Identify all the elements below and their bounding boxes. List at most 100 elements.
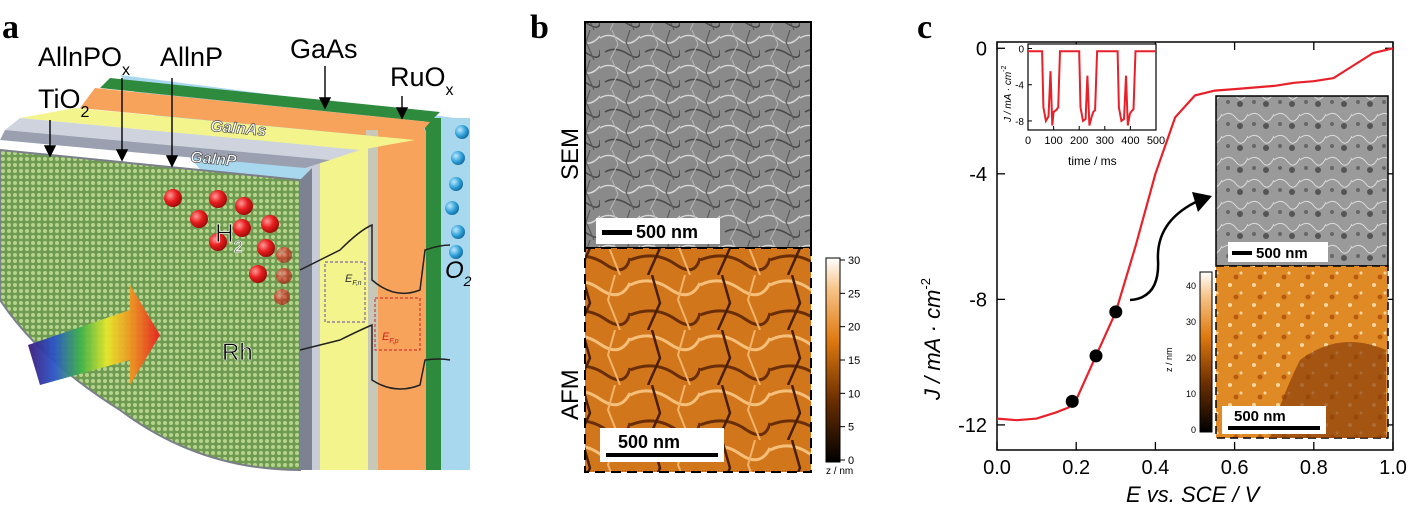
afm-colorbar-unit: z / nm [826, 466, 853, 477]
allnp-label: AllnP [160, 42, 223, 72]
gaas-top [100, 78, 440, 122]
colorbar-tick-label: 15 [848, 355, 860, 367]
h2-bubbles [164, 189, 292, 305]
allnpo-label: AllnPOx [38, 42, 130, 79]
y-tick-label: -8 [969, 289, 987, 311]
galnas-top [80, 88, 430, 140]
panel-a: a EF,n EF,p GaInAs GaInP [0, 9, 472, 472]
galnas-label: GaInAs [210, 118, 267, 140]
sem-label: SEM [557, 128, 584, 180]
galnas-front [378, 130, 426, 470]
allnp-top [5, 118, 360, 160]
y-tick-label: -12 [958, 415, 987, 437]
inset-afm-scalebar-label: 500 nm [1234, 408, 1286, 425]
band-diagram-cb [299, 223, 451, 295]
y-tick-label: -4 [969, 164, 987, 186]
efp-label: EF,p [382, 331, 399, 345]
o2-bubbles [445, 125, 469, 259]
colorbar-tick-label: 20 [848, 322, 860, 334]
sem-image [584, 21, 812, 249]
rh-surface [0, 148, 301, 472]
inset-colorbar-tick-label: 0 [1191, 425, 1196, 435]
afm-scalebar-label: 500 nm [618, 432, 680, 452]
main-plot-frame [996, 41, 1394, 451]
h2-label: H2 [215, 218, 243, 256]
tio2-side [300, 168, 312, 470]
inset-transient-axes: 0 100 200 300 400 500 0 -4 -8 [1015, 45, 1165, 147]
x-tick-label: 0.6 [1221, 457, 1249, 479]
inset-colorbar-tick-label: 30 [1186, 317, 1196, 327]
colorbar-tick-label: 10 [848, 388, 860, 400]
pointer-arrow-head [1192, 192, 1212, 212]
gaas-label: GaAs [290, 34, 358, 64]
inset-afm-colorbar-unit: z / nm [1164, 347, 1174, 372]
inset-x-tick-label: 200 [1070, 135, 1088, 147]
x-tick-label: 0.2 [1062, 457, 1090, 479]
sem-scalebar-label: 500 nm [636, 222, 698, 242]
jv-marker [1089, 349, 1103, 363]
jv-marker [1109, 305, 1123, 319]
rh-label: Rh [222, 339, 253, 366]
efn-box [324, 261, 366, 323]
inset-afm-colorbar-ticks: 40 30 20 10 0 [1186, 281, 1196, 435]
inset-y-tick-label: -8 [1015, 117, 1024, 128]
jv-curve [996, 47, 1394, 422]
afm-scalebar [606, 453, 718, 457]
colorbar-tick-label: 25 [848, 288, 860, 300]
colorbar-tick-label: 30 [848, 255, 860, 267]
panel-c: c 0.0 0.2 0.4 0.6 0.8 1.0 0 -4 -8 -12 J / mA · cm… [917, 9, 1407, 507]
inset-colorbar-tick-label: 20 [1186, 353, 1196, 363]
pointer-arrow [1129, 198, 1201, 302]
afm-colorbar-ticks: 30 25 20 15 10 5 0 [840, 255, 860, 467]
x-tick-label: 0.0 [983, 457, 1011, 479]
ruox-front [440, 118, 470, 470]
inset-x-tick-label: 100 [1044, 135, 1062, 147]
afm-label: AFM [557, 369, 584, 420]
inset-x-tick-label: 400 [1121, 135, 1139, 147]
panel-c-letter: c [917, 9, 932, 46]
galnp-label: GaInP [190, 149, 238, 170]
tio2-top [0, 130, 330, 168]
panel-a-letter: a [2, 9, 19, 46]
o2-label: O2 [445, 257, 472, 289]
tio2-label: TiO2 [38, 84, 90, 121]
x-tick-label: 0.4 [1141, 457, 1169, 479]
inset-x-tick-label: 300 [1096, 135, 1114, 147]
inset-y-tick-label: 0 [1018, 45, 1024, 56]
efp-box [374, 297, 421, 351]
inset-sem-image [1215, 95, 1389, 267]
tunnel-layer [366, 130, 378, 470]
light-arrow [28, 285, 160, 385]
jv-marker [1065, 394, 1079, 408]
band-diagram-vb [299, 323, 451, 390]
colorbar-tick-label: 0 [848, 455, 854, 467]
main-xlabel: E vs. SCE / V [1126, 482, 1262, 507]
jv-markers [1065, 305, 1123, 408]
x-tick-label: 0.8 [1300, 457, 1328, 479]
galnp-top [20, 108, 415, 150]
galnp-front [318, 140, 368, 470]
panel-b: b SEM AFM 500 nm 500 nm 30 25 20 15 10 5 0 z /… [530, 9, 860, 477]
x-tick-label: 1.0 [1379, 457, 1407, 479]
main-ylabel: J / mA · cm-2 [918, 278, 945, 401]
inset-ylabel: J / mA · cm-2 [1001, 65, 1014, 123]
transient-curve [1028, 50, 1156, 126]
leader-arrows [43, 66, 409, 168]
y-tick-label: 0 [976, 38, 987, 60]
gaas-front [425, 118, 441, 470]
inset-sem-scalebar-bg [1228, 242, 1328, 262]
inset-sem-scalebar [1232, 251, 1252, 255]
inset-y-tick-label: -4 [1015, 81, 1024, 92]
panel-b-letter: b [530, 9, 549, 46]
inset-afm-colorbar [1199, 271, 1213, 433]
inset-colorbar-tick-label: 10 [1186, 389, 1196, 399]
efn-label: EF,n [345, 273, 362, 287]
inset-x-tick-label: 0 [1025, 135, 1031, 147]
inset-sem-scalebar-label: 500 nm [1256, 245, 1308, 262]
afm-colorbar [825, 257, 841, 463]
ruox-label: RuOx [390, 62, 454, 99]
sem-scalebar [602, 230, 632, 235]
inset-afm-scalebar [1228, 426, 1320, 430]
colorbar-tick-label: 5 [848, 422, 854, 434]
